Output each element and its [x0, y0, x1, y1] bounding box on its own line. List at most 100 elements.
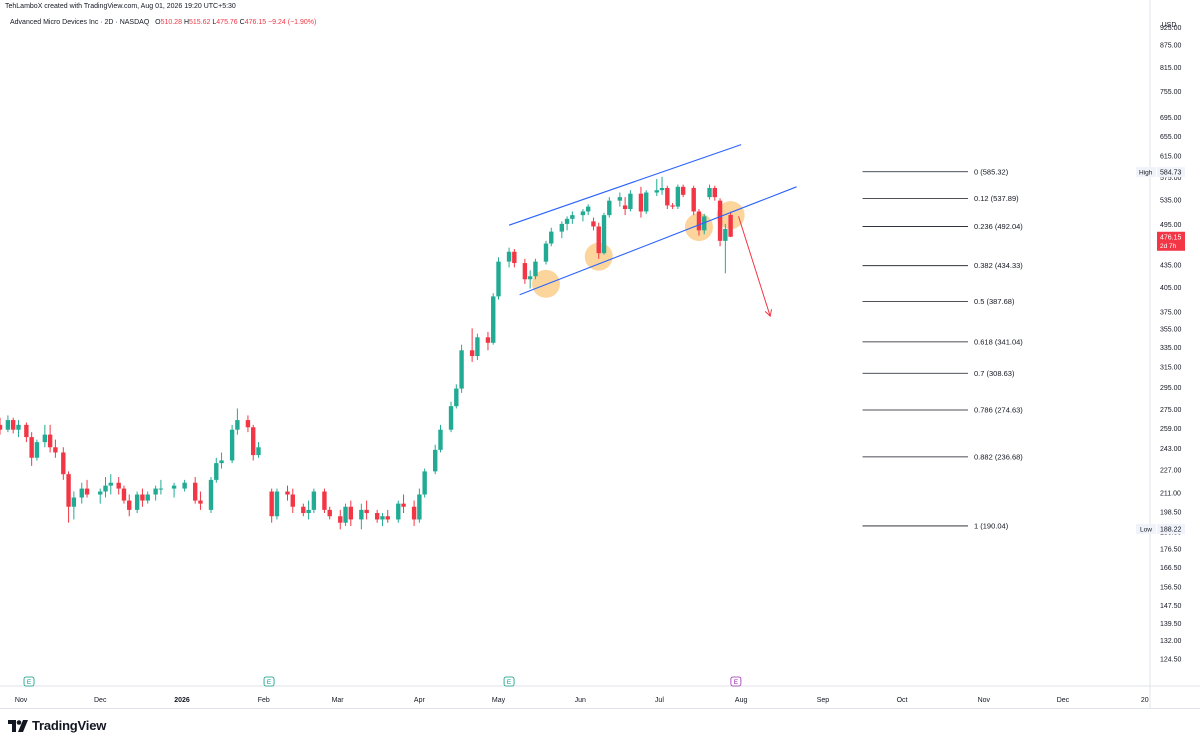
- earnings-marker-text: E: [27, 679, 32, 686]
- candle-body-up: [448, 406, 454, 430]
- candle-body-down: [670, 205, 675, 207]
- y-tick-label: 355.00: [1160, 327, 1182, 334]
- candle-body-up: [16, 424, 21, 430]
- fib-level-label: 0.786 (274.63): [974, 406, 1023, 415]
- candle-body-down: [10, 420, 16, 430]
- candle-body-up: [559, 223, 565, 232]
- x-tick-label: Dec: [94, 697, 107, 704]
- x-tick-label: 2026: [174, 697, 190, 704]
- candle-body-up: [208, 479, 214, 510]
- price-chart[interactable]: 925.00 875.00 815.00 755.00 695.00 655.00 615.…: [0, 0, 1200, 708]
- candle-body-down: [290, 494, 295, 507]
- candle-body-down: [269, 491, 274, 517]
- candle-body-up: [527, 276, 533, 280]
- y-tick-label: 435.00: [1160, 263, 1182, 270]
- candle-body-down: [192, 482, 198, 501]
- candle-body-up: [145, 494, 150, 501]
- candle-body-up: [306, 509, 311, 514]
- y-tick-label: 535.00: [1160, 198, 1182, 205]
- candle-body-up: [42, 434, 48, 443]
- y-tick-label: 655.00: [1160, 134, 1182, 141]
- low-value-badge: [1157, 523, 1185, 534]
- y-tick-label: 925.00: [1160, 25, 1182, 32]
- candle-body-down: [251, 427, 256, 456]
- candle-body-down: [638, 193, 644, 212]
- x-tick-label: Sep: [817, 697, 830, 704]
- candle-body-up: [380, 516, 385, 520]
- candle-body-up: [417, 494, 422, 520]
- candle-body-down: [66, 474, 71, 507]
- candle-body-up: [543, 243, 549, 262]
- earnings-marker: [730, 676, 742, 687]
- highlight-circle: [531, 269, 560, 298]
- candle-body-down: [596, 226, 601, 254]
- y-tick-label: 227.00: [1160, 468, 1182, 475]
- candle-body-up: [491, 296, 496, 343]
- candle-body-down: [591, 221, 596, 227]
- candle-body-up: [475, 337, 480, 357]
- candle-body-up: [585, 206, 591, 212]
- candle-body-up: [158, 488, 164, 490]
- forecast-arrow-head: [764, 309, 773, 318]
- candle-body-down: [665, 187, 670, 206]
- candle-body-down: [348, 506, 354, 520]
- x-tick-label: Mar: [332, 697, 345, 704]
- fib-level-label: 0.882 (236.68): [974, 452, 1023, 461]
- countdown-text: 2d 7h: [1160, 243, 1177, 250]
- candle-body-up: [153, 488, 158, 495]
- y-tick-label: 176.50: [1160, 547, 1182, 554]
- candle-body-down: [401, 503, 406, 507]
- fib-level-label: 0.5 (387.68): [974, 297, 1015, 306]
- low-label-badge: [1136, 523, 1156, 534]
- candle-body-down: [364, 509, 369, 514]
- high-label-text: High: [1139, 170, 1153, 177]
- candle-body-up: [601, 215, 607, 254]
- close-value: 476.15: [244, 19, 267, 26]
- candle-body-down: [728, 214, 733, 237]
- candle-body-down: [285, 491, 290, 495]
- y-tick-label: 198.50: [1160, 510, 1182, 517]
- high-label: H: [183, 19, 189, 26]
- candle-body-up: [549, 231, 554, 244]
- candle-body-up: [570, 215, 575, 219]
- y-tick-label: 405.00: [1160, 285, 1182, 292]
- fib-level-label: 0.236 (492.04): [974, 222, 1023, 231]
- symbol-legend: Advanced Micro Devices Inc · 2D · NASDAQ…: [10, 19, 316, 26]
- currency-selector[interactable]: USD: [1161, 22, 1177, 29]
- candle-body-up: [103, 485, 108, 492]
- candle-body-down: [374, 513, 380, 520]
- candle-body-up: [496, 261, 501, 297]
- candle-body-up: [707, 187, 712, 198]
- y-tick-label: 211.00: [1160, 491, 1181, 498]
- y-tick-label: 875.00: [1160, 43, 1182, 50]
- fib-level-label: 1 (190.04): [974, 521, 1009, 530]
- fib-level-label: 0.618 (341.04): [974, 337, 1023, 346]
- earnings-marker: [263, 676, 275, 687]
- candle-body-up: [79, 488, 84, 498]
- candle-body-up: [438, 429, 443, 450]
- candle-body-up: [628, 193, 633, 210]
- x-tick-label: Feb: [258, 697, 270, 704]
- y-tick-label: 315.00: [1160, 364, 1182, 371]
- candle-body-down: [24, 424, 29, 438]
- y-tick-label: 132.00: [1160, 638, 1182, 645]
- candle-body-up: [343, 506, 348, 523]
- y-tick-label: 495.00: [1160, 222, 1182, 229]
- candle-body-up: [580, 211, 586, 216]
- y-tick-label: 615.00: [1160, 154, 1182, 161]
- x-tick-label: May: [492, 697, 506, 704]
- x-tick-label: Jul: [655, 697, 664, 704]
- y-tick-label: 815.00: [1160, 65, 1182, 72]
- y-tick-label: 156.50: [1160, 585, 1182, 592]
- candle-body-up: [617, 197, 623, 201]
- candle-body-down: [116, 482, 121, 489]
- candle-body-up: [533, 261, 538, 277]
- candle-body-down: [411, 506, 417, 520]
- y-tick-label: 166.50: [1160, 565, 1182, 572]
- x-tick-label: Nov: [15, 697, 28, 704]
- y-tick-label: 375.00: [1160, 309, 1182, 316]
- close-label: C: [239, 19, 245, 26]
- tradingview-brand[interactable]: TradingView: [8, 718, 106, 733]
- candle-body-up: [71, 497, 77, 507]
- candle-body-down: [127, 500, 132, 510]
